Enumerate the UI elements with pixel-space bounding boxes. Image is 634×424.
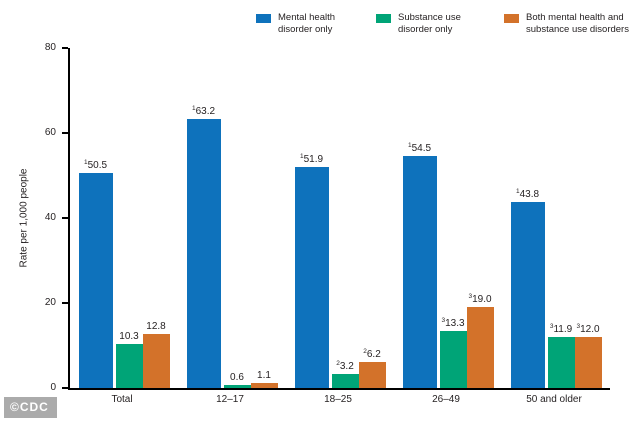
y-tick-label: 60: [44, 127, 56, 138]
bar: 154.5: [402, 143, 437, 388]
bar-value-label: 163.2: [191, 105, 216, 118]
bar: 143.8: [510, 188, 545, 388]
y-tick-label: 0: [50, 382, 56, 393]
legend-label: Substance use disorder only: [398, 12, 461, 35]
bar-value-label: 10.3: [119, 331, 139, 343]
bar-group: 150.5 10.3 12.8: [70, 48, 178, 388]
x-category-label: 12–17: [216, 394, 244, 405]
x-category-label: 18–25: [324, 394, 352, 405]
bar-value-label: 12.8: [146, 320, 166, 332]
bar-value-label: 313.3: [441, 317, 465, 330]
y-tick-mark: [62, 387, 68, 389]
y-tick-label: 20: [44, 297, 56, 308]
bar-value-label: 0.6: [230, 372, 244, 384]
x-category-label: 50 and older: [526, 394, 582, 405]
bar: 313.3: [439, 318, 467, 388]
bar-group: 151.9 23.2 26.2: [286, 48, 394, 388]
legend-label: Both mental health and substance use dis…: [526, 12, 629, 35]
bar: 0.6: [223, 372, 251, 388]
y-tick-mark: [62, 47, 68, 49]
cdc-watermark: ©CDC: [4, 397, 57, 418]
bar-group: 154.5 313.3 319.0: [394, 48, 502, 388]
bar-value-label: 151.9: [299, 153, 324, 166]
legend-swatch-icon: [504, 14, 519, 23]
bar-value-label: 154.5: [407, 142, 432, 155]
legend-item: Mental health disorder only: [256, 12, 350, 35]
bar-value-label: 143.8: [515, 187, 540, 200]
bar-value-label: 26.2: [363, 347, 381, 360]
bar: 312.0: [574, 323, 602, 388]
bar: 151.9: [294, 154, 329, 388]
bar: 12.8: [142, 321, 170, 388]
legend: Mental health disorder only Substance use…: [256, 12, 634, 35]
legend-item: Both mental health and substance use dis…: [504, 12, 634, 35]
bar-value-label: 319.0: [468, 293, 492, 306]
legend-swatch-icon: [376, 14, 391, 23]
y-tick-label: 40: [44, 212, 56, 223]
bar-value-label: 1.1: [257, 370, 271, 382]
x-category-label: Total: [111, 394, 133, 405]
bar: 1.1: [250, 370, 278, 388]
bar: 150.5: [78, 160, 113, 388]
x-category-label: 26–49: [432, 394, 460, 405]
bar-group: 163.2 0.6 1.1: [178, 48, 286, 388]
y-axis-title: Rate per 1,000 people: [18, 168, 30, 268]
bar-group: 143.8 311.9 312.0: [502, 48, 610, 388]
bar: 23.2: [331, 361, 359, 388]
bar-value-label: 312.0: [576, 323, 600, 335]
legend-label: Mental health disorder only: [278, 12, 336, 35]
y-tick-mark: [62, 302, 68, 304]
plot-area: 150.5 10.3 12.8 163.2 0.6 1.1 151.9 23.2 26.2 154…: [68, 48, 610, 390]
bar-value-label: 150.5: [83, 159, 108, 172]
bar: 311.9: [547, 324, 575, 388]
bar: 26.2: [358, 348, 386, 388]
y-tick-mark: [62, 132, 68, 134]
legend-item: Substance use disorder only: [376, 12, 478, 35]
legend-swatch-icon: [256, 14, 271, 23]
x-axis: Total 12–17 18–25 26–49 50 and older: [68, 394, 608, 405]
bar-value-label: 23.2: [336, 360, 354, 373]
bar: 163.2: [186, 106, 221, 388]
bar: 10.3: [115, 331, 143, 388]
bar-value-label: 311.9: [549, 323, 573, 336]
bar: 319.0: [466, 294, 494, 388]
y-tick-mark: [62, 217, 68, 219]
y-tick-label: 80: [44, 42, 56, 53]
